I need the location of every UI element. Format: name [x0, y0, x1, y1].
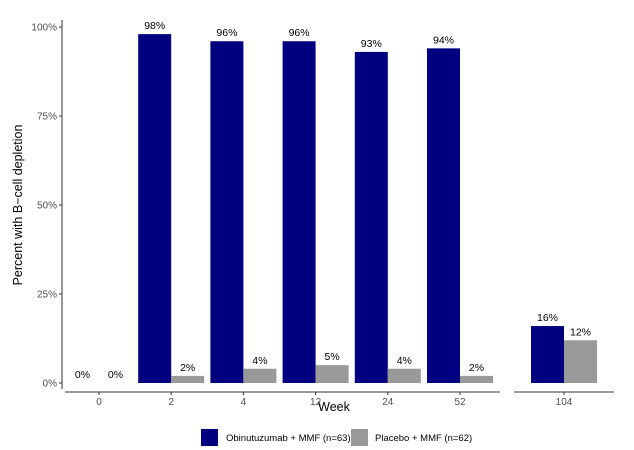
legend-swatch — [351, 429, 368, 446]
data-label-obinutuzumab: 0% — [75, 369, 90, 381]
bar-placebo — [460, 375, 493, 383]
data-label-obinutuzumab: 96% — [216, 27, 237, 39]
bar-obinutuzumab — [282, 41, 316, 384]
chart-panels: 0% 0% 0 98% 2% 2 96% 4% 4 96% 5% 12 93% 4% 24 94% 2% 52 16… — [65, 20, 614, 408]
bar-placebo — [564, 340, 597, 383]
x-axis-title: Week — [318, 400, 350, 414]
bar-placebo — [315, 365, 349, 383]
data-label-placebo: 0% — [108, 369, 123, 381]
data-label-obinutuzumab: 94% — [433, 34, 454, 46]
panel-1: 0% 0% 0 98% 2% 2 96% 4% 4 96% 5% 12 93% 4% 24 94% 2% 52 — [65, 20, 500, 408]
legend-item-placebo: Placebo + MMF (n=62) — [351, 429, 472, 446]
y-tick-label: 75% — [37, 112, 57, 123]
data-label-obinutuzumab: 96% — [289, 27, 310, 39]
x-tick-label: 52 — [454, 397, 466, 408]
y-axis: 0% 25% 50% 75% 100% — [31, 20, 63, 390]
x-tick-label: 104 — [556, 397, 573, 408]
x-tick-label: 24 — [382, 397, 394, 408]
data-label-placebo: 12% — [570, 326, 591, 338]
y-tick-label: 25% — [37, 290, 57, 301]
y-tick-label: 100% — [31, 23, 57, 34]
y-tick-label: 50% — [37, 201, 57, 212]
bar-placebo — [387, 368, 421, 383]
x-tick-label: 2 — [168, 397, 174, 408]
data-label-placebo: 4% — [252, 355, 267, 367]
bar-obinutuzumab — [354, 51, 388, 384]
bar-obinutuzumab — [138, 34, 172, 384]
data-label-obinutuzumab: 98% — [144, 20, 165, 32]
x-tick-label: 12 — [310, 397, 322, 408]
legend-label: Obinutuzumab + MMF (n=63) — [226, 433, 351, 444]
legend-item-obinutuzumab: Obinutuzumab + MMF (n=63) — [201, 429, 351, 446]
panel-2: 16% 12% 104 — [514, 312, 614, 408]
data-label-obinutuzumab: 16% — [537, 312, 558, 324]
bar-placebo — [243, 368, 277, 383]
data-label-placebo: 5% — [325, 351, 340, 363]
data-label-placebo: 2% — [469, 362, 484, 374]
legend-label: Placebo + MMF (n=62) — [375, 433, 472, 444]
y-axis-title: Percent with B−cell depletion — [11, 125, 25, 286]
x-tick-label: 4 — [241, 397, 247, 408]
legend: Obinutuzumab + MMF (n=63) Placebo + MMF (… — [201, 429, 472, 446]
bar-placebo — [171, 375, 205, 383]
data-label-obinutuzumab: 93% — [361, 38, 382, 50]
y-tick-label: 0% — [43, 379, 58, 390]
data-label-placebo: 2% — [180, 362, 195, 374]
x-tick-label: 0 — [96, 397, 102, 408]
bar-obinutuzumab — [531, 326, 564, 383]
bar-obinutuzumab — [427, 48, 460, 384]
bar-obinutuzumab — [210, 41, 244, 384]
legend-swatch — [201, 429, 218, 446]
data-label-placebo: 4% — [397, 355, 412, 367]
